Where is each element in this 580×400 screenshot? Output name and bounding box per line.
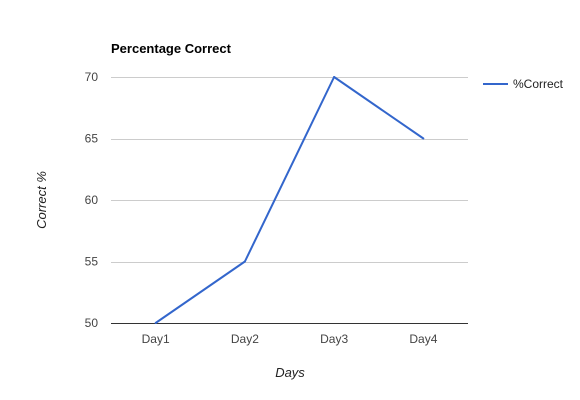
- y-axis-title: Correct %: [34, 171, 49, 229]
- data-point: [333, 76, 336, 78]
- legend-label: %Correct: [513, 77, 564, 91]
- data-point: [422, 137, 425, 140]
- data-point: [154, 322, 157, 324]
- y-tick-label: 55: [85, 255, 99, 269]
- x-tick-label: Day2: [231, 332, 259, 346]
- x-axis-ticks: Day1 Day2 Day3 Day4: [142, 332, 438, 346]
- y-tick-label: 60: [85, 193, 99, 207]
- y-tick-label: 50: [85, 316, 99, 330]
- y-tick-label: 65: [85, 132, 99, 146]
- data-point: [243, 260, 246, 263]
- chart-title: Percentage Correct: [111, 41, 232, 56]
- x-tick-label: Day4: [409, 332, 437, 346]
- x-tick-label: Day3: [320, 332, 348, 346]
- series-line: [155, 76, 424, 324]
- y-tick-label: 70: [85, 70, 99, 84]
- legend: %Correct: [483, 77, 564, 91]
- gridlines: [111, 77, 468, 324]
- y-axis-ticks: 50 55 60 65 70: [85, 70, 99, 330]
- series-layer: [154, 76, 425, 324]
- x-tick-label: Day1: [142, 332, 170, 346]
- x-axis-title: Days: [275, 365, 305, 380]
